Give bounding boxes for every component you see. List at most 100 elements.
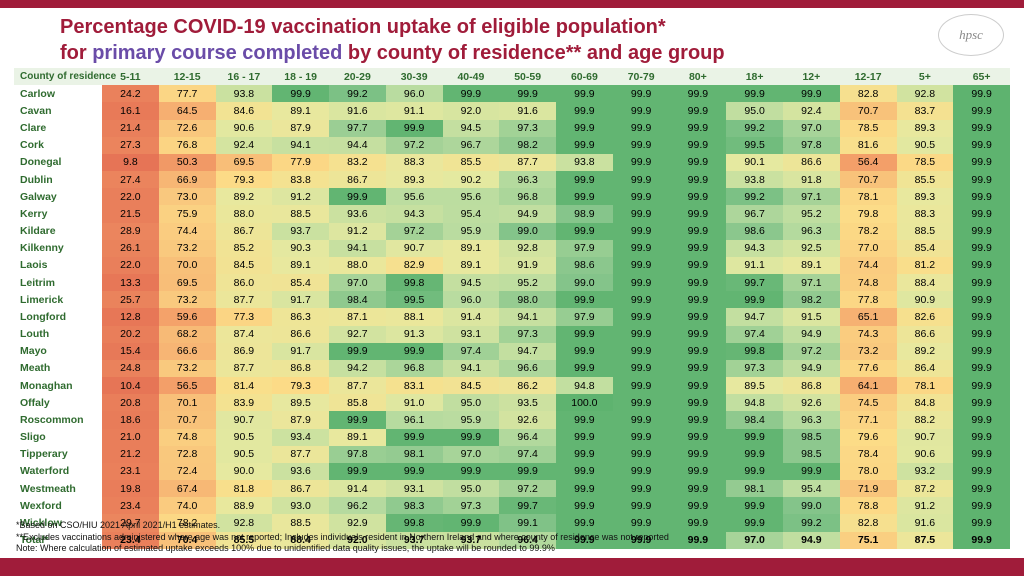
data-cell: 89.3: [386, 171, 443, 188]
data-cell: 99.9: [556, 480, 613, 497]
data-cell: 21.4: [102, 120, 159, 137]
data-cell: 26.1: [102, 240, 159, 257]
data-cell: 69.5: [216, 154, 273, 171]
data-cell: 90.1: [726, 154, 783, 171]
data-cell: 94.7: [499, 343, 556, 360]
data-cell: 22.0: [102, 188, 159, 205]
data-cell: 99.9: [386, 429, 443, 446]
data-cell: 87.9: [272, 120, 329, 137]
page-title: Percentage COVID-19 vaccination uptake o…: [60, 14, 884, 66]
data-cell: 87.7: [329, 377, 386, 394]
data-cell: 91.4: [329, 480, 386, 497]
col-header: 16 - 17: [216, 68, 273, 85]
data-cell: 99.9: [953, 223, 1010, 240]
data-cell: 95.0: [443, 480, 500, 497]
data-cell: 97.2: [386, 137, 443, 154]
data-cell: 99.9: [670, 377, 727, 394]
data-cell: 99.9: [613, 257, 670, 274]
data-cell: 73.0: [159, 188, 216, 205]
data-cell: 74.4: [159, 223, 216, 240]
data-cell: 96.1: [386, 411, 443, 428]
table-row: Wexford23.474.088.993.096.298.397.399.79…: [14, 497, 1010, 514]
data-cell: 87.9: [272, 411, 329, 428]
data-cell: 96.7: [726, 205, 783, 222]
data-cell: 88.5: [272, 205, 329, 222]
data-cell: 89.2: [216, 188, 273, 205]
col-header: 80+: [670, 68, 727, 85]
data-cell: 92.7: [329, 326, 386, 343]
row-header: Dublin: [14, 171, 102, 188]
data-cell: 97.1: [783, 188, 840, 205]
data-cell: 85.5: [443, 154, 500, 171]
table-row: Roscommon18.670.790.787.999.996.195.992.…: [14, 411, 1010, 428]
data-cell: 89.3: [897, 120, 954, 137]
data-cell: 98.1: [386, 446, 443, 463]
data-cell: 99.9: [556, 120, 613, 137]
data-cell: 97.4: [726, 326, 783, 343]
data-cell: 13.3: [102, 274, 159, 291]
data-cell: 99.8: [386, 274, 443, 291]
data-cell: 97.2: [499, 480, 556, 497]
row-header: Leitrim: [14, 274, 102, 291]
table-row: Kilkenny26.173.285.290.394.190.789.192.8…: [14, 240, 1010, 257]
data-cell: 88.2: [897, 411, 954, 428]
table-row: Westmeath19.867.481.886.791.493.195.097.…: [14, 480, 1010, 497]
data-cell: 99.9: [726, 291, 783, 308]
data-cell: 77.6: [840, 360, 897, 377]
data-cell: 99.0: [556, 274, 613, 291]
data-cell: 95.0: [726, 102, 783, 119]
data-cell: 89.1: [783, 257, 840, 274]
data-cell: 94.9: [783, 326, 840, 343]
data-cell: 99.2: [726, 120, 783, 137]
data-cell: 96.3: [783, 223, 840, 240]
data-cell: 97.7: [329, 120, 386, 137]
data-cell: 78.5: [897, 154, 954, 171]
data-cell: 94.1: [499, 308, 556, 325]
data-cell: 99.9: [556, 497, 613, 514]
data-cell: 99.9: [329, 411, 386, 428]
col-header: 30-39: [386, 68, 443, 85]
data-cell: 94.1: [272, 137, 329, 154]
data-cell: 97.4: [443, 343, 500, 360]
data-cell: 86.7: [272, 480, 329, 497]
data-cell: 83.7: [897, 102, 954, 119]
data-cell: 99.9: [670, 480, 727, 497]
data-cell: 91.0: [386, 394, 443, 411]
data-cell: 70.1: [159, 394, 216, 411]
data-cell: 96.0: [443, 291, 500, 308]
col-header: 12-15: [159, 68, 216, 85]
row-header: Tipperary: [14, 446, 102, 463]
data-cell: 87.7: [216, 360, 273, 377]
data-cell: 98.5: [783, 429, 840, 446]
data-cell: 99.9: [386, 343, 443, 360]
data-cell: 68.2: [159, 326, 216, 343]
data-cell: 99.9: [556, 446, 613, 463]
data-cell: 87.7: [499, 154, 556, 171]
data-cell: 95.2: [499, 274, 556, 291]
data-cell: 94.8: [556, 377, 613, 394]
table-row: Tipperary21.272.890.587.797.898.197.097.…: [14, 446, 1010, 463]
data-cell: 93.8: [216, 85, 273, 102]
footnotes: *Based on CSO/HIU 2021 April 2021/H1 est…: [16, 520, 1008, 554]
data-cell: 99.9: [783, 85, 840, 102]
data-cell: 84.8: [897, 394, 954, 411]
table-row: Monaghan10.456.581.479.387.783.184.586.2…: [14, 377, 1010, 394]
data-cell: 71.9: [840, 480, 897, 497]
data-cell: 99.9: [556, 326, 613, 343]
data-cell: 99.9: [953, 377, 1010, 394]
col-header: 70-79: [613, 68, 670, 85]
data-cell: 76.8: [159, 137, 216, 154]
data-cell: 81.6: [840, 137, 897, 154]
data-cell: 99.9: [613, 188, 670, 205]
data-cell: 97.1: [783, 274, 840, 291]
data-cell: 86.8: [783, 377, 840, 394]
data-cell: 78.0: [840, 463, 897, 480]
data-cell: 20.8: [102, 394, 159, 411]
data-cell: 99.9: [953, 463, 1010, 480]
data-cell: 86.7: [329, 171, 386, 188]
data-cell: 91.8: [783, 171, 840, 188]
data-cell: 99.9: [499, 463, 556, 480]
row-header: Sligo: [14, 429, 102, 446]
data-cell: 99.9: [953, 205, 1010, 222]
data-cell: 99.9: [953, 429, 1010, 446]
